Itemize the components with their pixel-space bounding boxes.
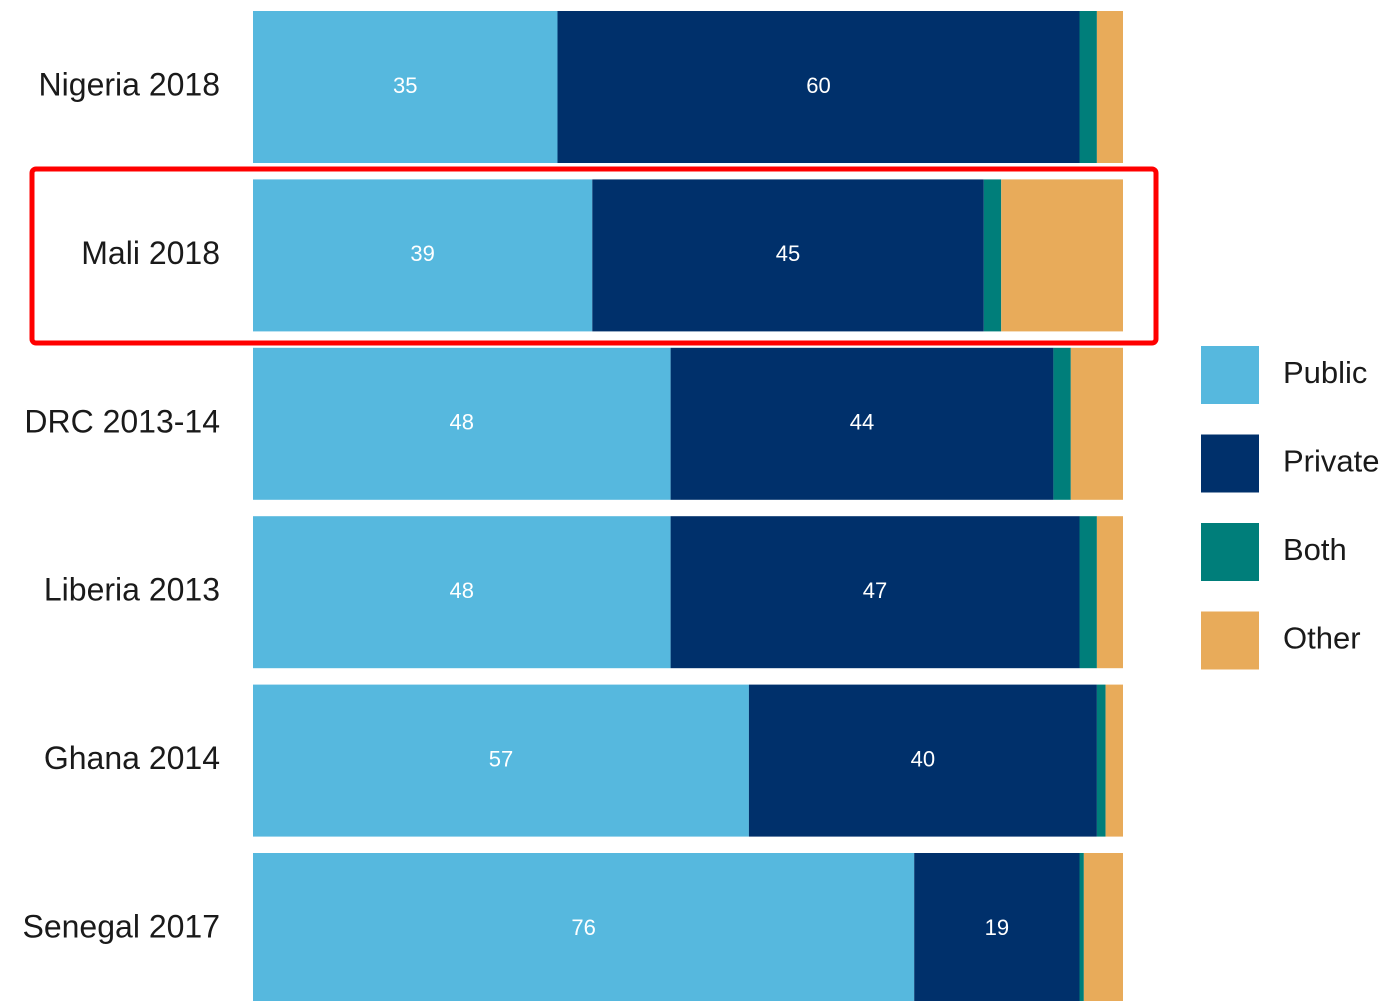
bar-segment <box>670 347 1054 500</box>
bar-segment <box>1096 516 1123 669</box>
bar-segment <box>253 179 593 332</box>
highlight-box <box>29 166 1159 346</box>
bar-segment <box>1079 11 1097 163</box>
bar-segment <box>253 853 915 1001</box>
legend-swatch <box>1201 434 1259 493</box>
y-tick-label: DRC 2013-14 <box>24 403 220 439</box>
bar-segment <box>1070 347 1123 500</box>
bar-segment <box>253 11 558 163</box>
data-label: 19 <box>985 915 1009 940</box>
data-label: 35 <box>393 73 417 98</box>
y-tick-label: Senegal 2017 <box>22 908 220 944</box>
bar-segment <box>983 179 1002 332</box>
bar-segment <box>253 347 671 500</box>
data-label: 44 <box>850 410 874 435</box>
bar-segment <box>253 516 671 669</box>
y-tick-label: Liberia 2013 <box>44 572 220 608</box>
bar-segment <box>1001 179 1123 332</box>
legend-label: Both <box>1283 532 1347 567</box>
bar-segment <box>670 516 1080 669</box>
data-label: 48 <box>450 410 474 435</box>
legend-label: Other <box>1283 621 1361 656</box>
bar-segment <box>914 853 1080 1001</box>
data-label: 48 <box>450 578 474 603</box>
legend-swatch <box>1201 611 1259 670</box>
data-label: 40 <box>911 746 935 771</box>
legend-swatch <box>1201 346 1259 404</box>
bar-segment <box>1083 853 1123 1001</box>
bar-segment <box>592 179 984 332</box>
data-label: 57 <box>489 746 513 771</box>
bar-segment <box>1079 853 1084 1001</box>
data-label: 47 <box>863 578 887 603</box>
data-label: 45 <box>776 241 800 266</box>
bar-segment <box>1096 11 1123 163</box>
y-tick-label: Nigeria 2018 <box>39 66 220 102</box>
legend-label: Private <box>1283 444 1379 479</box>
bar-segment <box>1079 516 1097 669</box>
legend-swatch <box>1201 523 1259 581</box>
bar-segment <box>1105 684 1123 837</box>
data-label: 76 <box>571 915 595 940</box>
bar-segment <box>748 684 1097 837</box>
data-label: 60 <box>806 73 830 98</box>
legend-label: Public <box>1283 355 1367 390</box>
y-tick-label: Ghana 2014 <box>44 740 220 776</box>
bar-segment <box>1096 684 1106 837</box>
bar-segment <box>557 11 1080 163</box>
y-tick-label: Mali 2018 <box>81 235 220 271</box>
data-label: 39 <box>410 241 434 266</box>
bar-segment <box>253 684 749 837</box>
bar-segment <box>1053 347 1071 500</box>
